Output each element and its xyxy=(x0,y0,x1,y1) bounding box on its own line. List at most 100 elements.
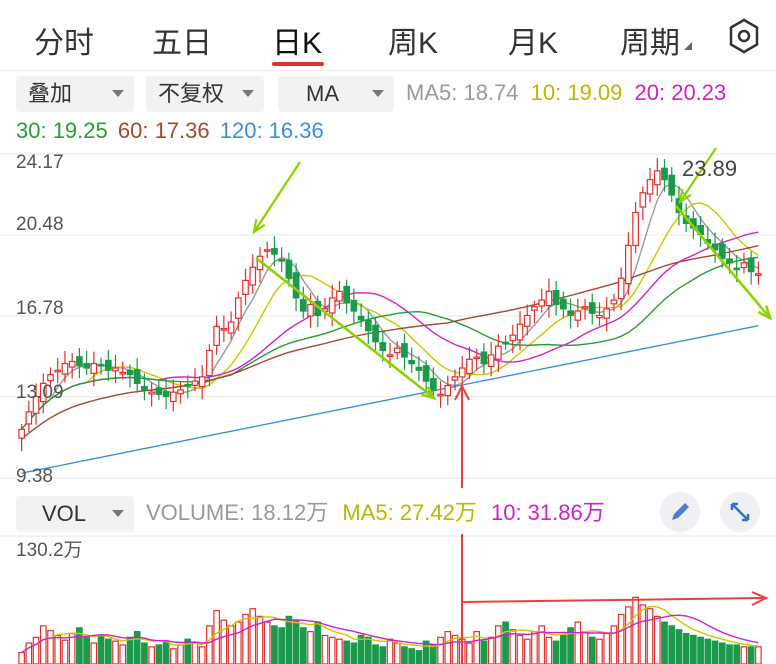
volume-bar xyxy=(299,627,307,664)
tab-monthly-k[interactable]: 月K xyxy=(508,27,559,60)
volume-bar xyxy=(415,650,423,664)
candle xyxy=(25,411,33,425)
settings-icon[interactable] xyxy=(724,16,764,56)
volume-bar xyxy=(668,625,676,664)
tab-five-day[interactable]: 五日 xyxy=(152,27,212,60)
chevron-down-icon xyxy=(242,90,254,97)
candle xyxy=(552,290,560,306)
ma5-value: MA5: 18.74 xyxy=(406,80,519,105)
volume-bar xyxy=(234,621,242,664)
overlay-dropdown[interactable]: 叠加 xyxy=(16,76,134,112)
candle xyxy=(112,367,119,372)
tab-weekly-k[interactable]: 周K xyxy=(388,27,439,60)
candle xyxy=(502,341,509,345)
adjust-dropdown[interactable]: 不复权 xyxy=(146,76,264,112)
candle xyxy=(466,358,473,375)
annotation-arrow-second-peak-head xyxy=(678,189,692,205)
volume-bar xyxy=(726,644,733,664)
candle xyxy=(83,363,90,369)
candle xyxy=(625,244,632,285)
candle xyxy=(567,310,574,317)
candle xyxy=(90,363,98,374)
volume-bar xyxy=(184,638,192,664)
tab-divider xyxy=(0,70,776,71)
candle xyxy=(531,306,538,311)
price-tick-top: 24.17 xyxy=(16,152,64,173)
volume-bar xyxy=(538,625,546,664)
volume-bar xyxy=(610,625,618,664)
candle xyxy=(307,303,314,317)
volume-bar xyxy=(697,636,704,664)
volume-bar xyxy=(169,648,177,664)
volume-bar xyxy=(141,642,148,664)
volume-bar xyxy=(704,638,712,664)
edit-button[interactable] xyxy=(660,492,700,532)
candle xyxy=(271,248,278,255)
candle xyxy=(227,321,235,334)
volume-indicator-dropdown[interactable]: VOL xyxy=(16,496,134,532)
volume-bar xyxy=(747,646,755,664)
candle xyxy=(545,290,553,307)
price-tick-mid: 16.78 xyxy=(16,298,64,319)
ma30-value: 30: 19.25 xyxy=(16,118,108,143)
candle xyxy=(675,198,683,214)
tab-daily-k[interactable]: 日K xyxy=(272,27,323,60)
volume-bar xyxy=(249,608,257,664)
annotation-arrow-first-peak xyxy=(253,161,301,233)
candle xyxy=(126,369,134,376)
expand-button[interactable] xyxy=(720,492,760,532)
volume-bar xyxy=(560,634,567,664)
volume-bar xyxy=(54,634,62,664)
volume-bar xyxy=(639,604,647,664)
volume-chart[interactable]: 130.2万 xyxy=(0,534,776,664)
ma-legend-row-1: MA5: 18.74 10: 19.09 20: 20.23 xyxy=(406,80,726,106)
volume-bar xyxy=(682,632,690,664)
candle xyxy=(148,391,155,395)
volume-bar xyxy=(502,621,509,664)
volume-bar xyxy=(206,625,213,664)
ma60-value: 60: 17.36 xyxy=(117,118,210,143)
volume-bar xyxy=(90,642,98,664)
candle xyxy=(141,385,148,391)
volume-bar xyxy=(661,621,668,664)
volume-bar xyxy=(473,631,481,664)
indicator-dropdown[interactable]: MA xyxy=(278,76,394,112)
tab-period[interactable]: 周期 xyxy=(620,27,680,60)
volume-bar xyxy=(509,629,517,664)
candle xyxy=(220,327,228,331)
ma120-line xyxy=(21,325,759,474)
candle xyxy=(177,389,184,395)
volume-bar xyxy=(422,640,430,664)
volume-bar xyxy=(336,638,343,664)
volume-bar xyxy=(76,627,83,664)
volume-bar xyxy=(155,644,163,664)
candle xyxy=(516,323,524,341)
volume-bar xyxy=(567,627,574,664)
candle xyxy=(574,310,582,321)
candle xyxy=(523,314,531,327)
volume-bar xyxy=(632,596,639,664)
volume-bar xyxy=(357,634,365,664)
candle xyxy=(646,179,654,195)
volume-bar xyxy=(278,627,285,664)
candle xyxy=(18,428,25,439)
candle xyxy=(755,273,762,276)
volume-bar xyxy=(213,610,220,664)
volume-bar xyxy=(47,630,54,664)
candle xyxy=(473,356,481,360)
candle xyxy=(639,192,647,208)
candle xyxy=(61,363,69,375)
volume-bar xyxy=(437,636,444,664)
volume-bar xyxy=(495,625,502,664)
candle xyxy=(285,259,293,279)
tab-intraday[interactable]: 分时 xyxy=(34,27,94,60)
price-chart[interactable]: 24.17 20.48 16.78 13.09 9.38 23.89 xyxy=(0,148,776,488)
volume-bar xyxy=(574,621,582,664)
candle xyxy=(393,347,401,354)
candle xyxy=(610,299,618,305)
candle xyxy=(68,360,76,368)
candle xyxy=(437,393,444,397)
candle xyxy=(292,272,300,299)
candle xyxy=(184,383,192,387)
candle xyxy=(249,266,257,286)
